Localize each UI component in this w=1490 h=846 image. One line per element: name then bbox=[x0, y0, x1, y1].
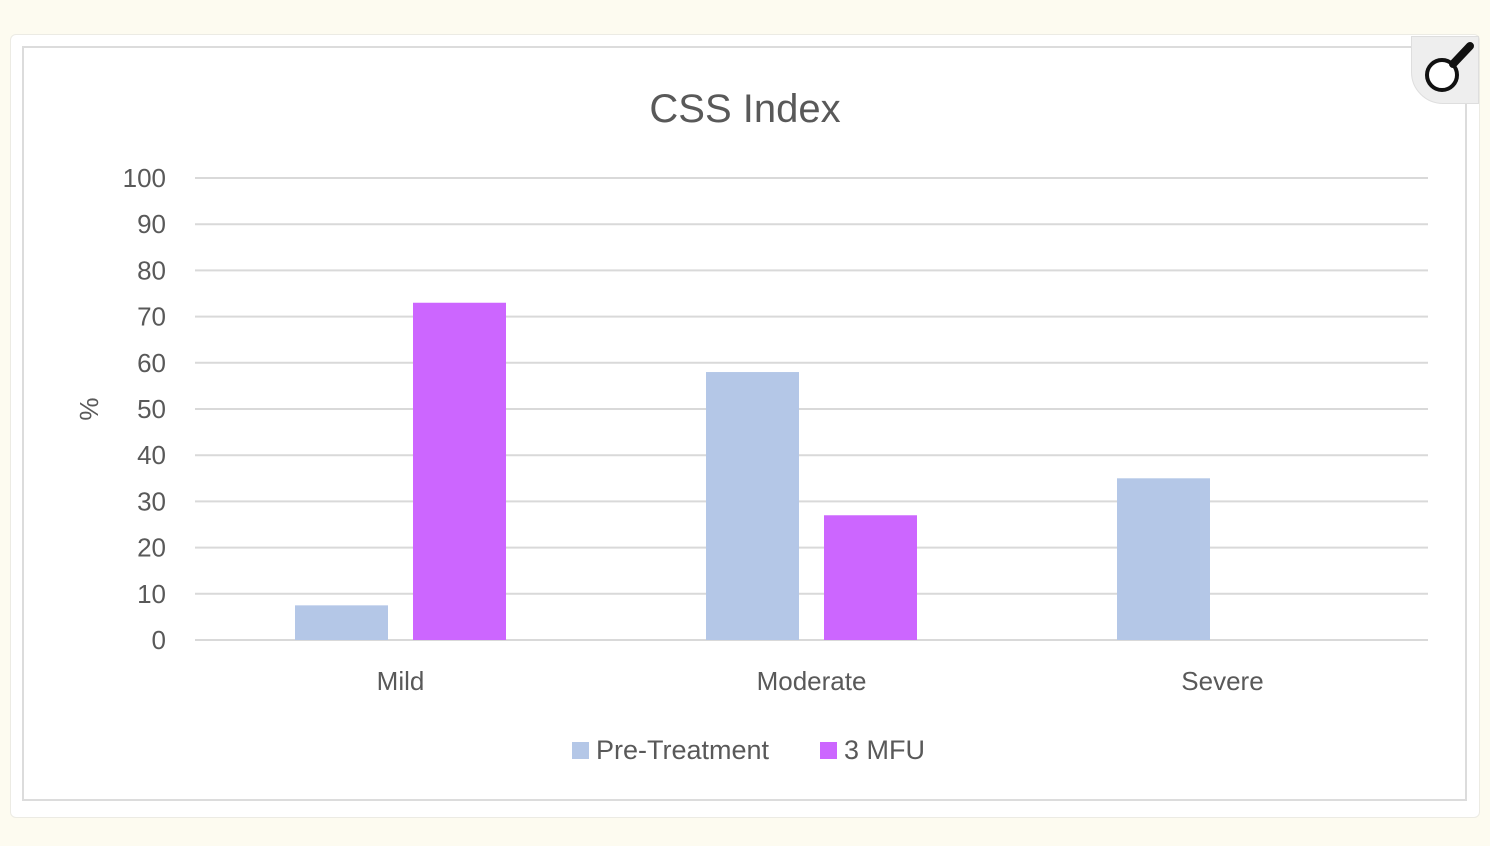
bar-moderate-3-mfu bbox=[824, 515, 917, 640]
y-tick-label: 60 bbox=[137, 348, 166, 378]
y-tick-label: 80 bbox=[137, 255, 166, 285]
y-tick-label: 30 bbox=[137, 486, 166, 516]
y-tick-label: 70 bbox=[137, 302, 166, 332]
y-tick-label: 10 bbox=[137, 579, 166, 609]
zoom-button[interactable] bbox=[1411, 36, 1479, 104]
gridlines bbox=[195, 177, 1428, 641]
y-tick-label: 100 bbox=[123, 163, 166, 193]
legend: Pre-Treatment 3 MFU bbox=[572, 735, 925, 765]
y-tick-label: 20 bbox=[137, 533, 166, 563]
bar-severe-pre-treatment bbox=[1117, 478, 1210, 640]
y-tick-labels: 0 10 20 30 40 50 60 70 80 90 100 bbox=[123, 163, 166, 655]
x-tick-label: Mild bbox=[377, 666, 425, 696]
legend-swatch bbox=[572, 742, 589, 759]
y-tick-label: 40 bbox=[137, 440, 166, 470]
bar-mild-3-mfu bbox=[413, 302, 506, 640]
x-tick-label: Severe bbox=[1181, 666, 1263, 696]
magnifier-icon bbox=[1425, 42, 1474, 92]
x-tick-labels: Mild Moderate Severe bbox=[377, 666, 1264, 696]
y-axis-label: % bbox=[74, 397, 104, 420]
bar-moderate-pre-treatment bbox=[706, 372, 799, 640]
legend-swatch bbox=[820, 742, 837, 759]
x-tick-label: Moderate bbox=[757, 666, 867, 696]
y-tick-label: 0 bbox=[152, 625, 166, 655]
y-tick-label: 90 bbox=[137, 209, 166, 239]
legend-label: 3 MFU bbox=[844, 735, 925, 765]
y-tick-label: 50 bbox=[137, 394, 166, 424]
bar-mild-pre-treatment bbox=[295, 605, 388, 640]
bars bbox=[295, 302, 1210, 640]
chart-title: CSS Index bbox=[649, 87, 840, 131]
legend-label: Pre-Treatment bbox=[596, 735, 770, 765]
